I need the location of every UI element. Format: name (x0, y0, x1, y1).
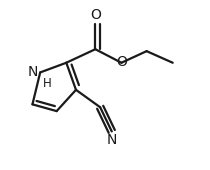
Text: O: O (116, 55, 127, 69)
Text: N: N (107, 133, 117, 147)
Text: H: H (43, 77, 52, 90)
Text: O: O (90, 8, 101, 22)
Text: N: N (28, 65, 38, 79)
